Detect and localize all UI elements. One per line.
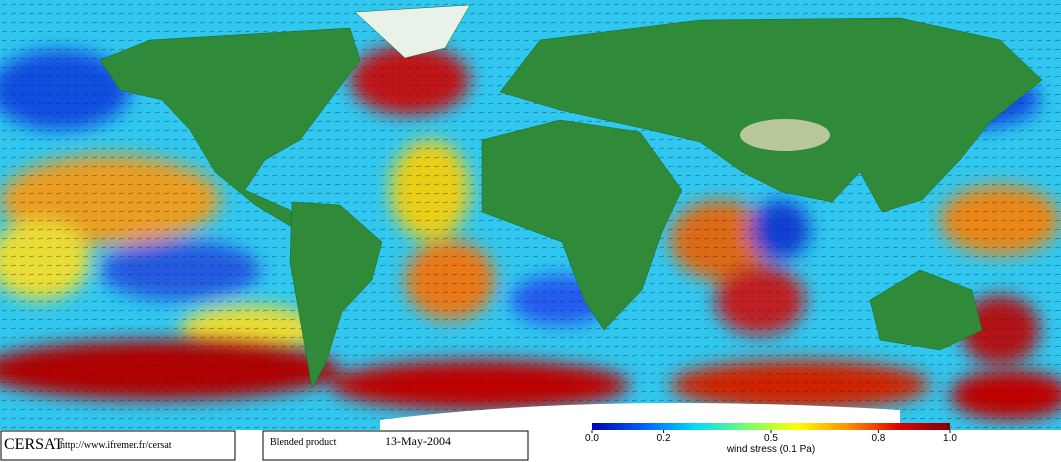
colorbar-tick-label: 0.2 (657, 433, 671, 444)
colorbar-tick-label: 0.0 (585, 433, 599, 444)
product-box: Blended product 13-May-2004 (262, 430, 529, 461)
colorbar-tick-label: 0.8 (871, 433, 885, 444)
product: Blended product (270, 437, 337, 448)
colorbar-label: wind stress (0.1 Pa) (726, 444, 815, 455)
colorbar: wind stress (0.1 Pa) 0.0 0.2 0.5 0.8 1.0 (585, 423, 957, 455)
colorbar-tick-label: 1.0 (943, 433, 957, 444)
url: http://www.ifremer.fr/cersat (60, 440, 172, 451)
colorbar-ramp (592, 423, 950, 430)
date: 13-May-2004 (385, 434, 451, 448)
logo: CERSAT (4, 436, 64, 453)
land (99, 4, 1043, 462)
colorbar-tick-label: 0.5 (764, 433, 778, 444)
info-box: CERSAT http://www.ifremer.fr/cersat (0, 430, 236, 461)
